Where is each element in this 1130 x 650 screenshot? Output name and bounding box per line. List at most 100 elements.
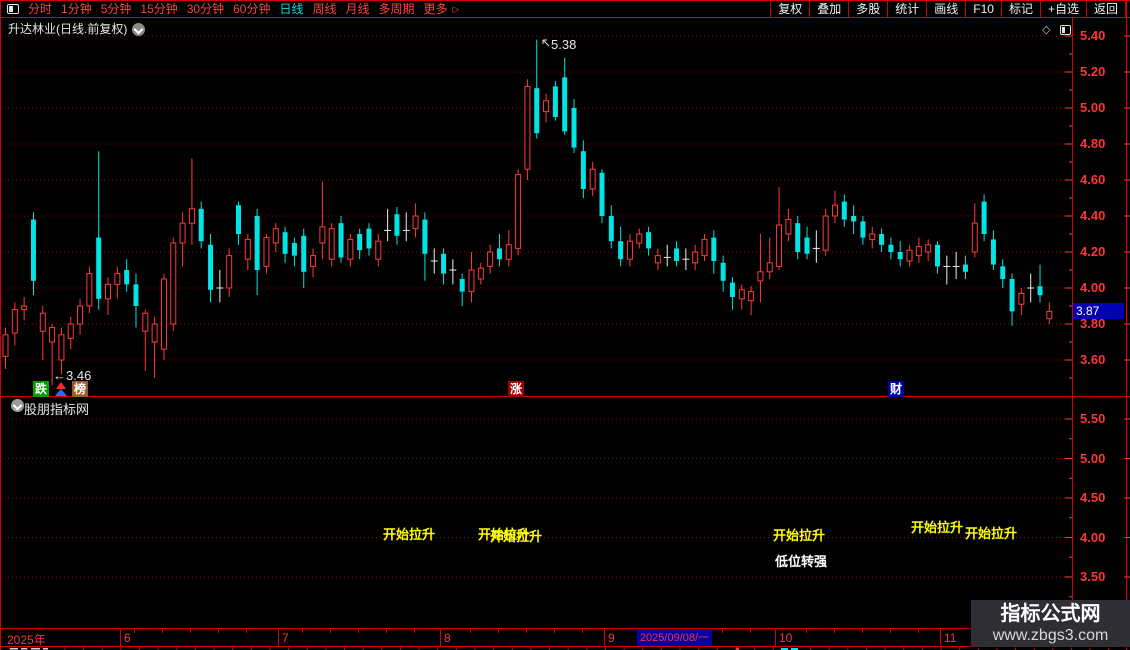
candle-body-down [897, 252, 903, 260]
period-item-9[interactable]: 多周期 [378, 2, 415, 16]
month-label-10[interactable]: 10 [779, 631, 793, 645]
main-axis-label: 5.40 [1080, 28, 1106, 43]
candle-body-up [170, 242, 177, 325]
candle-body-down [459, 279, 465, 292]
candle-body-up [244, 238, 251, 260]
candle-body-up [487, 251, 494, 267]
layout-split-icon[interactable] [7, 4, 19, 14]
tool-item-2[interactable]: 多股 [848, 1, 887, 18]
period-item-7[interactable]: 周线 [312, 2, 337, 16]
peak-price-label: 5.38 [551, 37, 577, 52]
month-label-11[interactable]: 11 [944, 631, 957, 645]
tool-item-5[interactable]: F10 [965, 1, 1001, 18]
indicator-collapse-icon[interactable] [11, 399, 24, 412]
month-label-7[interactable]: 7 [282, 631, 289, 645]
trend-triangles-icon [54, 382, 68, 397]
signal-annotation: 开始拉升 [478, 527, 531, 542]
candle-body-up [49, 327, 56, 343]
bottom-partial-mark [781, 648, 788, 650]
symbol-period-label: 升达林业(日线.前复权) [8, 22, 128, 36]
diamond-icon[interactable]: ◇ [1042, 24, 1051, 36]
tool-item-7[interactable]: +自选 [1039, 1, 1086, 18]
candle-body-down [571, 108, 577, 148]
candle-body-up [822, 215, 829, 251]
candle-body-down [552, 86, 558, 117]
event-badge-财[interactable]: 财 [888, 381, 905, 397]
period-item-8[interactable]: 月线 [345, 2, 370, 16]
candle-body-up [785, 219, 792, 235]
main-axis-label: 4.40 [1080, 208, 1106, 223]
candle-body-down [720, 262, 726, 281]
month-label-8[interactable]: 8 [444, 631, 451, 645]
candle-body-up [21, 305, 28, 311]
candle-body-up [114, 273, 121, 285]
clipped-text-remnant [10, 648, 18, 650]
candle-body-down [860, 221, 866, 238]
candle-body-down [729, 282, 735, 297]
candle-body-up [543, 100, 550, 113]
candle-body-up [701, 238, 708, 257]
tool-item-3[interactable]: 统计 [887, 1, 926, 18]
period-menu: 分时 1分钟 5分钟 15分钟 30分钟 60分钟 日线 周线 月线 多周期 更多 ▷ [28, 1, 459, 18]
last-price-tag: 3.87 [1073, 303, 1124, 319]
selected-date-box[interactable]: 2025/09/08/一 [637, 630, 712, 646]
period-item-6[interactable]: 日线 [279, 2, 304, 16]
tool-item-0[interactable]: 复权 [770, 1, 809, 18]
candle-body-up [263, 237, 270, 267]
candle-body-down [646, 232, 652, 249]
candle-body-up [515, 174, 522, 249]
candle-body-down [804, 237, 810, 254]
indicator-pane-title: 股朋指标网 [24, 402, 90, 417]
period-item-10[interactable]: 更多 [423, 2, 448, 16]
candle-body-up [524, 85, 531, 170]
window-split-icon[interactable] [1060, 25, 1071, 35]
candle-body-up [188, 208, 195, 224]
candle-body-up [738, 289, 745, 300]
candle-body-up [831, 204, 838, 217]
event-badge-榜[interactable]: 榜 [72, 381, 89, 397]
candle-body-down [608, 216, 614, 242]
candle-body-up [86, 273, 93, 307]
candle-body-down [981, 201, 987, 234]
candle-body-down [236, 205, 241, 234]
main-axis-label: 4.20 [1080, 244, 1106, 259]
candle-body-up [1018, 292, 1025, 305]
candle-body-down [208, 244, 214, 290]
candle-body-down [935, 244, 940, 267]
candle-body-down [366, 228, 372, 249]
signal-annotation: 开始拉升 [490, 529, 543, 544]
candle-body-up [105, 283, 112, 300]
tool-item-8[interactable]: 返回 [1085, 1, 1126, 18]
candle-body-down [198, 208, 204, 242]
candle-body-down [301, 235, 307, 272]
tools-menu: 复权 叠加 多股 统计 画线 F10 标记 +自选 返回 [770, 1, 1126, 18]
candle-body-up [636, 233, 643, 244]
tool-item-1[interactable]: 叠加 [809, 1, 848, 18]
candle-body-up [58, 334, 65, 361]
period-item-5[interactable]: 60分钟 [233, 2, 271, 16]
indicator-axis-label: 4.50 [1080, 490, 1106, 505]
event-badge-涨[interactable]: 涨 [508, 381, 525, 397]
event-badge-跌[interactable]: 跌 [33, 381, 50, 397]
chevron-down-circle-icon[interactable] [132, 23, 146, 36]
period-item-0[interactable]: 分时 [28, 2, 53, 16]
candle-body-down [254, 216, 260, 270]
candle-body-up [757, 271, 764, 282]
period-item-4[interactable]: 30分钟 [186, 2, 225, 16]
period-item-3[interactable]: 15分钟 [140, 2, 178, 16]
period-item-1[interactable]: 1分钟 [61, 2, 92, 16]
clipped-text-remnant [21, 648, 27, 650]
month-label-9[interactable]: 9 [608, 631, 615, 645]
period-item-2[interactable]: 5分钟 [100, 2, 132, 16]
tool-item-4[interactable]: 画线 [926, 1, 965, 18]
main-axis-label: 3.60 [1080, 352, 1106, 367]
candle-body-up [272, 228, 279, 244]
candle-body-down [841, 201, 847, 220]
signal-annotation: 低位转强 [775, 554, 828, 569]
tool-item-6[interactable]: 标记 [1000, 1, 1040, 18]
month-label-6[interactable]: 6 [124, 631, 131, 645]
signal-annotation: 开始拉升 [911, 520, 964, 535]
candle-body-up [347, 238, 354, 260]
